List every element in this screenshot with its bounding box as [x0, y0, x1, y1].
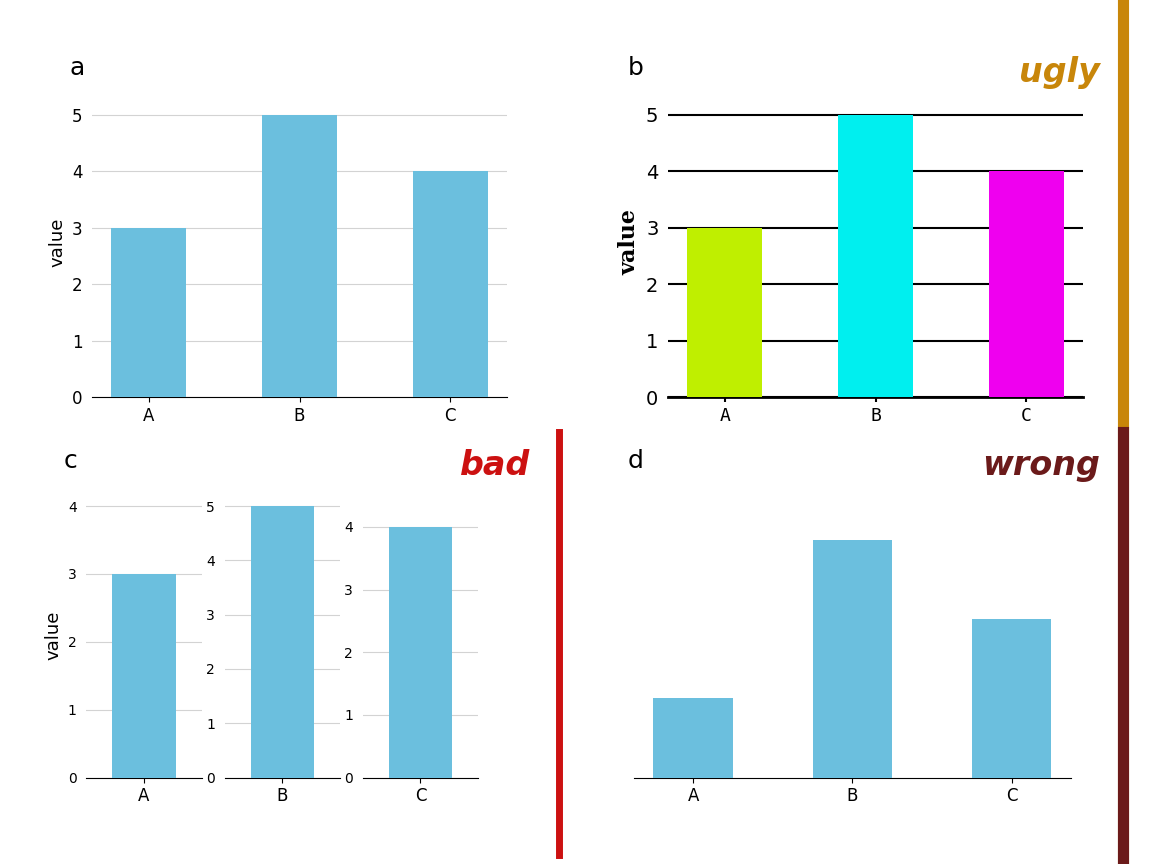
Bar — [812, 540, 893, 778]
Text: a: a — [69, 56, 84, 80]
Bar — [388, 527, 452, 778]
Bar — [687, 228, 763, 397]
Text: bad: bad — [460, 449, 530, 482]
Text: c: c — [63, 449, 77, 473]
Bar — [972, 619, 1052, 778]
Y-axis label: value: value — [619, 209, 641, 275]
Bar — [412, 171, 488, 397]
Text: wrong: wrong — [983, 449, 1100, 482]
Bar — [988, 171, 1064, 397]
Bar — [251, 506, 313, 778]
Bar — [838, 115, 914, 397]
Bar — [653, 698, 733, 778]
Text: b: b — [628, 56, 644, 80]
Bar — [111, 228, 187, 397]
Y-axis label: value: value — [44, 610, 62, 660]
Bar — [262, 115, 338, 397]
Bar — [112, 574, 175, 778]
Y-axis label: value: value — [48, 217, 67, 267]
Text: ugly: ugly — [1020, 56, 1100, 89]
Text: d: d — [628, 449, 644, 473]
